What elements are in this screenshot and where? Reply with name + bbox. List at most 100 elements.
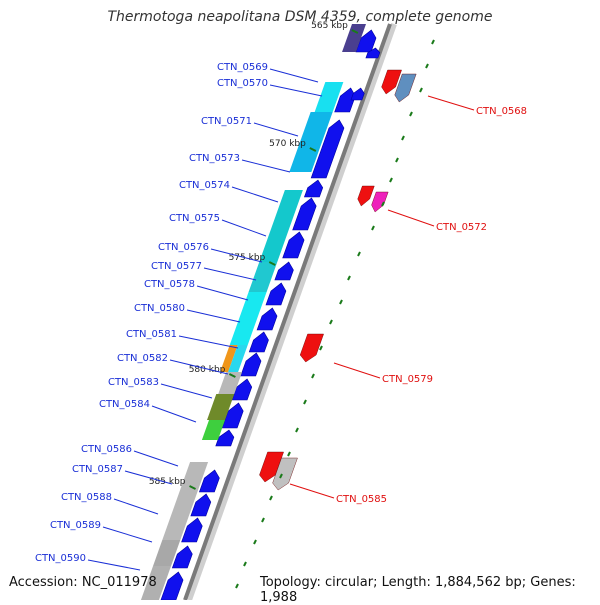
gene-label-forward: CTN_0577	[151, 261, 202, 272]
gene-arrow-forward	[282, 231, 305, 259]
cog-block	[259, 190, 303, 262]
skew-dash	[401, 135, 405, 141]
skew-dash	[319, 345, 323, 351]
gene-arrow-reverse	[381, 69, 402, 95]
gene-arrow-forward	[160, 571, 184, 600]
cog-block	[314, 82, 344, 112]
skew-dash	[261, 517, 265, 523]
gene-arrow-reverse	[272, 457, 298, 491]
accession-label: Accession: NC_011978	[9, 575, 157, 590]
skew-dash	[303, 399, 307, 405]
kbp-tick-label: 585 kbp	[149, 477, 186, 487]
label-leader-line	[160, 383, 213, 399]
kbp-tick-label: 570 kbp	[269, 139, 306, 149]
skew-dash	[419, 87, 423, 93]
skew-dash	[295, 427, 299, 433]
gene-label-forward: CTN_0571	[201, 116, 252, 127]
label-leader-line	[169, 359, 229, 375]
skew-dash	[311, 373, 315, 379]
skew-dash	[381, 201, 385, 207]
kbp-tick	[189, 485, 196, 490]
label-leader-line	[269, 68, 319, 83]
gene-label-forward: CTN_0569	[217, 62, 268, 73]
gene-arrow-forward	[198, 469, 220, 493]
cog-block	[162, 462, 209, 540]
genome-info-label: Topology: circular; Length: 1,884,562 bp…	[260, 575, 576, 605]
gene-arrow-reverse	[259, 451, 284, 483]
skew-dash	[329, 319, 333, 325]
label-leader-line	[427, 95, 475, 111]
gene-arrow-forward	[355, 29, 377, 53]
skew-dash	[235, 583, 239, 589]
gene-label-reverse: CTN_0572	[436, 222, 487, 233]
skew-dash	[253, 539, 257, 545]
gene-arrow-forward	[221, 402, 244, 429]
skew-dash	[371, 225, 375, 231]
label-leader-line	[289, 483, 335, 499]
skew-dash	[347, 275, 351, 281]
gene-label-reverse: CTN_0579	[382, 374, 433, 385]
cog-block	[228, 345, 248, 372]
skew-dash	[279, 473, 283, 479]
cog-block	[218, 372, 243, 394]
label-leader-line	[210, 248, 263, 263]
gene-arrow-forward	[231, 378, 253, 401]
label-leader-line	[102, 526, 153, 543]
gene-label-forward: CTN_0588	[61, 492, 112, 503]
skew-dash	[357, 251, 361, 257]
skew-dash	[389, 177, 393, 183]
gene-arrow-forward	[265, 282, 287, 306]
gene-label-forward: CTN_0580	[134, 303, 185, 314]
gene-arrow-forward	[350, 87, 365, 101]
skew-dash	[395, 157, 399, 163]
gene-arrow-forward	[215, 429, 235, 447]
cog-block	[248, 262, 278, 292]
gene-label-forward: CTN_0578	[144, 279, 195, 290]
gene-arrow-reverse	[299, 333, 324, 363]
label-leader-line	[133, 450, 179, 467]
kbp-tick	[228, 373, 236, 378]
skew-dash	[339, 299, 343, 305]
kbp-tick-label: 565 kbp	[311, 21, 348, 31]
cog-block	[289, 112, 333, 172]
backbone-line	[183, 23, 392, 600]
cog-block	[207, 394, 235, 420]
cog-block	[140, 566, 172, 600]
gene-arrow-forward	[171, 545, 193, 569]
gene-label-forward: CTN_0570	[217, 78, 268, 89]
label-leader-line	[87, 559, 141, 571]
cog-block	[153, 540, 181, 566]
label-leader-line	[186, 309, 241, 323]
gene-label-forward: CTN_0584	[99, 399, 150, 410]
label-leader-line	[387, 209, 435, 227]
label-leader-line	[221, 219, 267, 237]
gene-label-forward: CTN_0576	[158, 242, 209, 253]
gene-arrow-forward	[240, 352, 262, 377]
cog-block	[220, 345, 238, 372]
kbp-tick	[268, 261, 276, 266]
gene-arrow-forward	[274, 261, 294, 281]
cog-block	[229, 292, 267, 345]
skew-dash	[243, 561, 247, 567]
cog-block	[201, 420, 226, 440]
gene-label-reverse: CTN_0568	[476, 106, 527, 117]
gene-arrow-forward	[190, 493, 212, 517]
gene-arrow-forward	[292, 197, 317, 231]
gene-arrow-reverse	[394, 73, 417, 103]
cog-block	[342, 24, 366, 52]
gene-arrow-forward	[365, 47, 381, 59]
gene-arrow-reverse	[371, 191, 389, 213]
label-leader-line	[253, 122, 299, 137]
gene-label-forward: CTN_0573	[189, 153, 240, 164]
gene-label-forward: CTN_0589	[50, 520, 101, 531]
label-leader-line	[178, 335, 239, 349]
gene-label-reverse: CTN_0585	[336, 494, 387, 505]
label-leader-line	[241, 159, 291, 173]
label-leader-line	[196, 285, 249, 301]
backbone-shadow	[186, 22, 397, 600]
gene-arrow-forward	[248, 331, 269, 353]
label-leader-line	[333, 362, 381, 379]
kbp-tick	[351, 29, 359, 34]
gene-arrow-forward	[256, 307, 278, 331]
